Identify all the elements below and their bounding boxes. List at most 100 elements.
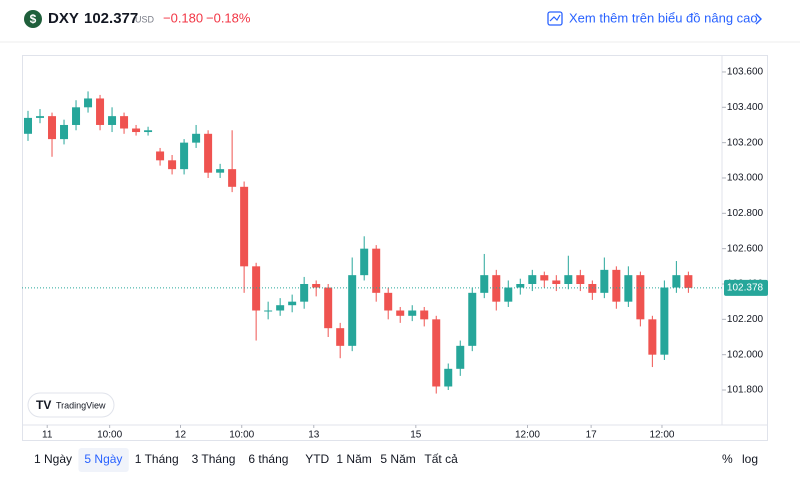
candle-body: [648, 319, 657, 355]
range-button[interactable]: YTD: [305, 452, 329, 466]
candle-body: [288, 301, 297, 306]
candle-body: [576, 275, 585, 284]
candle-body: [180, 142, 189, 170]
advanced-link[interactable]: Xem thêm trên biểu đồ nâng cao: [569, 10, 758, 25]
range-button[interactable]: 1 Năm: [336, 452, 371, 466]
candle-body: [216, 169, 225, 173]
candle-body: [144, 130, 153, 133]
y-tick-label: 103.000: [727, 173, 764, 184]
x-tick-label: 15: [410, 430, 422, 441]
range-button[interactable]: 3 Tháng: [192, 452, 236, 466]
range-button[interactable]: 5 Năm: [380, 452, 415, 466]
candle-body: [492, 275, 501, 302]
candle-body: [468, 292, 477, 346]
candle-body: [108, 116, 117, 125]
candle-body: [588, 283, 597, 293]
range-button[interactable]: 1 Tháng: [135, 452, 179, 466]
candle-body: [72, 107, 81, 125]
x-tick-label: 17: [586, 430, 598, 441]
icon-glyph: $: [30, 12, 37, 26]
candle-body: [444, 368, 453, 387]
candle-body: [24, 117, 33, 134]
candle-body: [432, 319, 441, 387]
change-pct: −0.18%: [206, 10, 251, 25]
candle-body: [336, 328, 345, 346]
x-tick-label: 13: [308, 430, 320, 441]
candle-body: [564, 275, 573, 284]
log-toggle[interactable]: log: [742, 452, 758, 466]
controls: 1 Ngày 5 Ngày 1 Tháng 3 Tháng 6 tháng YTD 1 Nă…: [34, 448, 758, 472]
percent-toggle[interactable]: %: [722, 452, 733, 466]
candle-body: [300, 283, 309, 302]
candle-body: [228, 169, 237, 187]
brand-mark: TV: [36, 398, 51, 412]
link-icon[interactable]: [547, 11, 563, 26]
candle-body: [504, 287, 513, 302]
brand-badge[interactable]: [27, 392, 115, 418]
candle-body: [384, 292, 393, 311]
y-tick-label: 102.000: [727, 349, 764, 360]
candle-body: [96, 98, 105, 125]
y-tick-label: 102.800: [727, 208, 764, 219]
candle-body: [312, 283, 321, 288]
y-tick-label: 103.600: [727, 67, 764, 78]
range-button[interactable]: 6 tháng: [248, 452, 288, 466]
y-tick-label: 103.400: [727, 102, 764, 113]
y-tick-label: 102.200: [727, 314, 764, 325]
candle-body: [456, 345, 465, 369]
candle-body: [408, 310, 417, 316]
y-tick-label: 102.600: [727, 243, 764, 254]
candle-body: [132, 128, 141, 133]
candle-body: [168, 160, 177, 170]
symbol-icon: [24, 10, 42, 28]
candle-body: [636, 275, 645, 320]
candle-body: [624, 275, 633, 302]
candle-body: [528, 275, 537, 284]
candle-body: [276, 305, 285, 311]
candle-body: [372, 248, 381, 293]
link-icon-line: [549, 14, 561, 22]
price: 102.377: [84, 10, 138, 27]
candle-body: [516, 283, 525, 288]
candle-body: [612, 269, 621, 302]
currency: USD: [135, 14, 155, 24]
x-tick-label: 12:00: [515, 430, 540, 441]
plot: 101.800102.000102.200102.400102.600102.8…: [22, 67, 768, 441]
last-price-label: 102.378: [727, 283, 764, 294]
y-tick-label: 101.800: [727, 385, 764, 396]
candle-body: [192, 133, 201, 143]
candle-body: [120, 116, 129, 129]
candle-body: [420, 310, 429, 320]
x-tick-label: 11: [42, 430, 53, 441]
x-tick-label: 12:00: [649, 430, 674, 441]
candle-body: [396, 310, 405, 316]
candle-body: [360, 248, 369, 276]
chevron: [755, 13, 762, 25]
x-tick-label: 10:00: [229, 430, 254, 441]
candle-body: [540, 275, 549, 281]
candle-body: [240, 186, 249, 267]
candle-body: [156, 151, 165, 161]
brand: TradingView: [56, 400, 106, 410]
candle-body: [36, 116, 45, 118]
candle-body: [348, 275, 357, 346]
y-tick-label: 103.200: [727, 137, 764, 148]
range-selected: [78, 448, 129, 472]
candle-body: [660, 287, 669, 355]
candle-body: [672, 275, 681, 288]
candle-body: [552, 280, 561, 284]
candle-body: [48, 116, 57, 140]
candle-body: [252, 266, 261, 311]
range-button[interactable]: Tất cả: [424, 452, 458, 466]
candle-body: [264, 310, 273, 312]
candle-body: [204, 133, 213, 173]
range-button[interactable]: 1 Ngày: [34, 452, 72, 466]
last-price-box: [724, 279, 768, 296]
candle-body: [684, 275, 693, 288]
candle-body: [480, 275, 489, 293]
range-button[interactable]: 5 Ngày: [84, 452, 122, 466]
x-tick-label: 12: [175, 430, 187, 441]
candle-body: [84, 98, 93, 108]
symbol: DXY: [48, 10, 79, 27]
